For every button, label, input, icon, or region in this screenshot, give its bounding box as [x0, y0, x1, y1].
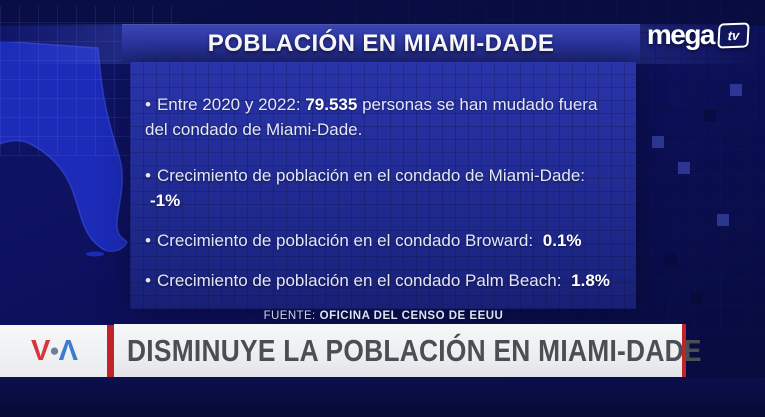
mosaic-tile [691, 292, 703, 304]
bullet-dot-icon: • [145, 95, 151, 114]
source-line: FUENTE: OFICINA DEL CENSO DE EEUU [145, 310, 622, 322]
background-bottom-band [0, 378, 765, 417]
bullet-value: -1% [150, 191, 181, 210]
bullet-item: • Crecimiento de población en el condado … [145, 268, 622, 293]
bullet-dot-icon: • [145, 271, 151, 290]
mega-tv-logo: mega tv [646, 19, 750, 51]
voa-letter-v: V [31, 334, 50, 367]
page-title: POBLACIÓN EN MIAMI-DADE [207, 30, 555, 57]
mosaic-tile [678, 162, 690, 174]
info-panel: • Entre 2020 y 2022: 79.535 personas se h… [130, 62, 636, 322]
red-separator [107, 325, 114, 377]
mosaic-tile [652, 136, 664, 148]
voa-dot-icon: ● [49, 341, 59, 360]
bullet-text: Crecimiento de población en el condado P… [156, 271, 567, 290]
bullet-value: 0.1% [542, 231, 582, 250]
bullet-value: 79.535 [305, 95, 358, 114]
bullet-item: • Entre 2020 y 2022: 79.535 personas se h… [145, 92, 622, 142]
bullet-text: Crecimiento de población en el condado B… [156, 231, 538, 250]
lower-third-banner: DISMINUYE LA POBLACIÓN EN MIAMI-DADE [114, 324, 701, 377]
mega-logo-text: mega [646, 19, 716, 50]
voa-logo: V ● Λ [31, 334, 78, 368]
mosaic-tile [704, 110, 716, 122]
mosaic-tile [730, 84, 742, 96]
headline: DISMINUYE LA POBLACIÓN EN MIAMI-DADE [127, 332, 702, 368]
bullet-dot-icon: • [145, 231, 151, 250]
background-top-band [0, 0, 765, 26]
source-label: FUENTE: [263, 310, 316, 322]
voa-letter-a: Λ [58, 334, 78, 367]
florida-map [0, 42, 128, 257]
bullet-text: Entre 2020 y 2022: [156, 95, 306, 114]
mosaic-tile [665, 253, 677, 265]
bullet-value: 1.8% [571, 271, 610, 290]
mega-tv-icon-label: tv [727, 27, 740, 43]
mega-tv-icon: tv [717, 21, 750, 49]
mosaic-tile [717, 214, 729, 226]
bullet-text: personas se han mudado fuera del condado… [145, 95, 603, 139]
bullet-text: Crecimiento de población en el condado d… [156, 166, 590, 185]
bullet-dot-icon: • [145, 166, 151, 185]
info-panel-header: POBLACIÓN EN MIAMI-DADE [122, 24, 640, 63]
voa-logo-box: V ● Λ [0, 325, 107, 377]
bullet-item: • Crecimiento de población en el condado … [145, 163, 622, 213]
source-value: OFICINA DEL CENSO DE EEUU [319, 310, 504, 322]
bullet-item: • Crecimiento de población en el condado … [145, 228, 622, 253]
